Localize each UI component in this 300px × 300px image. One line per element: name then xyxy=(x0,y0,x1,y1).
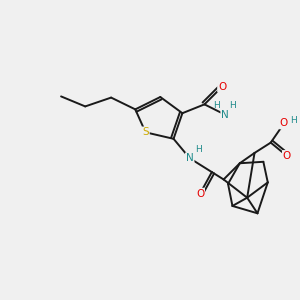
Text: H: H xyxy=(195,146,202,154)
Text: H: H xyxy=(214,101,220,110)
Text: H: H xyxy=(229,101,236,110)
Text: O: O xyxy=(196,189,204,199)
Text: O: O xyxy=(218,82,226,92)
Text: O: O xyxy=(283,151,291,161)
Text: H: H xyxy=(290,116,297,125)
Text: N: N xyxy=(221,110,229,120)
Text: O: O xyxy=(280,118,288,128)
Text: S: S xyxy=(142,127,149,137)
Text: N: N xyxy=(186,153,194,163)
